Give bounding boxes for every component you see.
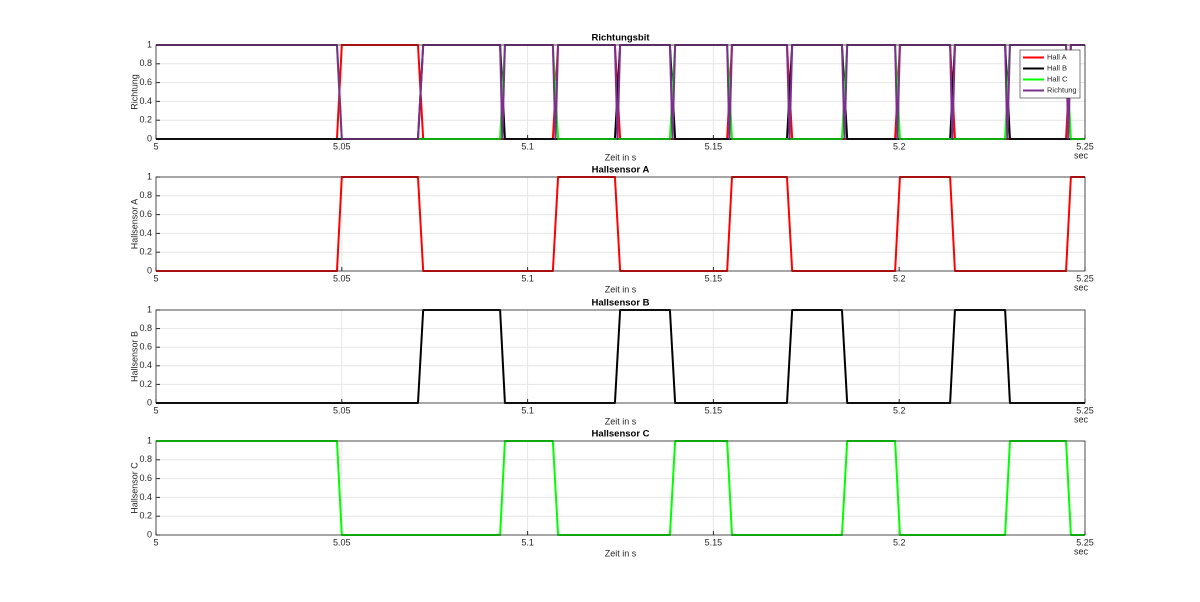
legend-label: Hall B — [1047, 63, 1067, 72]
x-tick-label: 5 — [153, 273, 158, 283]
x-axis-label: Zeit in s — [605, 548, 637, 558]
legend-label: Hall C — [1047, 74, 1068, 83]
x-tick-label: 5.15 — [705, 273, 723, 283]
x-tick-label: 5.15 — [705, 405, 723, 415]
x-tick-label: 5.25 — [1076, 141, 1094, 151]
x-tick-label: 5.05 — [333, 141, 351, 151]
axes-frame — [155, 176, 1086, 272]
x-tick-label: 5.1 — [521, 537, 534, 547]
y-tick-label: 0.2 — [139, 115, 152, 125]
x-tick-label: 5.2 — [893, 273, 906, 283]
x-tick-label: 5.05 — [333, 537, 351, 547]
y-tick-label: 0.8 — [139, 58, 152, 68]
plot-area — [156, 441, 1085, 535]
x-unit: sec — [1074, 546, 1089, 556]
y-tick-label: 1 — [147, 39, 152, 49]
axes-frame — [155, 44, 1086, 140]
axes-frame — [155, 440, 1086, 536]
y-tick-label: 0.4 — [139, 228, 152, 238]
x-tick-label: 5.25 — [1076, 273, 1094, 283]
y-tick-label: 0.8 — [139, 323, 152, 333]
x-tick-label: 5 — [153, 141, 158, 151]
y-tick-label: 0.8 — [139, 454, 152, 464]
legend-label: Hall A — [1047, 52, 1067, 61]
y-tick-label: 0.2 — [139, 247, 152, 257]
chart-title: Hallsensor C — [591, 429, 649, 440]
line — [156, 440, 1085, 536]
plot-area — [156, 177, 1085, 271]
y-tick-label: 0.8 — [139, 190, 152, 200]
y-tick-label: 0.6 — [139, 77, 152, 87]
y-tick-label: 0.4 — [139, 492, 152, 502]
y-axis-label: Hallsensor C — [129, 462, 139, 514]
y-tick-label: 0.4 — [139, 96, 152, 106]
y-tick-label: 0.6 — [139, 342, 152, 352]
chart-title: Hallsensor B — [591, 298, 649, 309]
x-tick-label: 5.25 — [1076, 537, 1094, 547]
y-axis-label: Richtung — [129, 74, 139, 110]
y-axis-label: Hallsensor B — [129, 331, 139, 382]
y-axis-label: Hallsensor A — [129, 199, 139, 250]
x-tick-label: 5.05 — [333, 405, 351, 415]
x-tick-label: 5 — [153, 537, 158, 547]
y-tick-label: 0.6 — [139, 209, 152, 219]
chart-title: Richtungsbit — [591, 33, 650, 44]
x-tick-label: 5.15 — [705, 537, 723, 547]
x-tick-label: 5 — [153, 405, 158, 415]
y-tick-label: 0.6 — [139, 473, 152, 483]
x-unit: sec — [1074, 150, 1089, 160]
x-tick-label: 5.15 — [705, 141, 723, 151]
y-tick-label: 0.2 — [139, 379, 152, 389]
x-unit: sec — [1074, 414, 1089, 424]
y-tick-label: 0 — [147, 397, 152, 407]
y-tick-label: 0.2 — [139, 511, 152, 521]
y-tick-label: 0 — [147, 265, 152, 275]
x-tick-label: 5.2 — [893, 537, 906, 547]
y-tick-label: 0.4 — [139, 360, 152, 370]
x-tick-label: 5.1 — [521, 405, 534, 415]
chart-title: Hallsensor A — [592, 165, 650, 176]
x-tick-label: 5.2 — [893, 405, 906, 415]
axes-frame — [155, 309, 1086, 404]
x-tick-label: 5.2 — [893, 141, 906, 151]
x-tick-label: 5.1 — [521, 273, 534, 283]
x-axis-label: Zeit in s — [605, 284, 637, 294]
x-tick-label: 5.1 — [521, 141, 534, 151]
x-unit: sec — [1074, 282, 1089, 292]
x-axis-label: Zeit in s — [605, 152, 637, 162]
line — [156, 176, 1085, 272]
y-tick-label: 0 — [147, 133, 152, 143]
x-tick-label: 5.05 — [333, 273, 351, 283]
legend-label: Richtung — [1047, 85, 1077, 94]
y-tick-label: 1 — [147, 304, 152, 314]
y-tick-label: 1 — [147, 435, 152, 445]
x-tick-label: 5.25 — [1076, 405, 1094, 415]
x-axis-label: Zeit in s — [605, 416, 637, 426]
y-tick-label: 1 — [147, 171, 152, 181]
y-tick-label: 0 — [147, 529, 152, 539]
plot-area — [156, 310, 1085, 403]
